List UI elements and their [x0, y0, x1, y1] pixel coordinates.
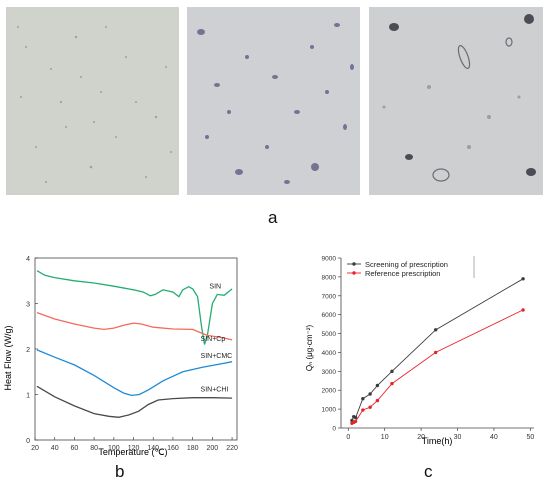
micrograph-sin-cmc	[187, 7, 360, 195]
dsc-x-tick-label: 20	[31, 445, 39, 452]
dsc-series-line-2	[36, 349, 233, 397]
dsc-y-tick-label: 1	[26, 393, 30, 400]
micrograph-sin-chi	[369, 7, 543, 195]
dsc-y-tick-label: 2	[26, 347, 30, 354]
release-series-0-point	[390, 369, 394, 374]
release-x-tick-label: 40	[490, 434, 498, 441]
panel-label-b: b	[115, 462, 125, 481]
dsc-x-axis-label: Temperature (℃)	[98, 447, 167, 457]
release-chart: 0 10 20 30 40 50 0 1000 2000 3000 4000 5000 6000 7000…	[305, 256, 535, 447]
release-y-tick-label: 8000	[322, 274, 337, 281]
dsc-series-annotation-0: SIN	[209, 283, 221, 290]
dsc-y-tick-label: 0	[26, 438, 30, 445]
release-series-group	[350, 277, 525, 425]
dsc-series-line-3	[36, 385, 233, 418]
release-x-tick-label: 20	[417, 434, 425, 441]
release-y-tick-label: 2000	[322, 388, 337, 395]
micrograph-sin-particles	[17, 26, 172, 183]
dsc-series-annotation-2: SIN+CMC	[201, 353, 233, 360]
release-x-tick-label: 0	[346, 434, 350, 441]
release-legend-marker-1	[352, 271, 356, 275]
release-series-1-point	[521, 308, 525, 312]
release-y-tick-label: 0	[332, 426, 336, 433]
release-x-tick-label: 10	[381, 434, 389, 441]
release-legend-marker-0	[352, 262, 356, 266]
release-y-tick-label: 1000	[322, 407, 337, 414]
dsc-x-tick-label: 220	[226, 445, 238, 452]
dsc-x-tick-label: 100	[108, 445, 120, 452]
release-legend-label-0: Screening of prescription	[365, 260, 448, 269]
release-x-tick-label: 50	[526, 434, 534, 441]
release-series-1-point	[375, 398, 380, 403]
dsc-x-tick-label: 140	[147, 445, 159, 452]
release-series-1-point	[353, 419, 358, 424]
dsc-x-tick-label: 80	[90, 445, 98, 452]
release-y-tick-label: 9000	[322, 256, 337, 263]
dsc-series-group: SIN SIN+Cp SIN+CMC SIN+CHI	[36, 270, 233, 418]
panel-label-a: a	[268, 208, 278, 227]
release-series-0-point	[368, 392, 372, 396]
dsc-x-tick-label: 200	[207, 445, 219, 452]
dsc-x-tick-label: 60	[71, 445, 79, 452]
dsc-y-axis-label: Heat Flow (W/g)	[3, 325, 13, 390]
release-y-axis-label: Qₙ (μg·cm⁻²)	[305, 325, 314, 372]
dsc-series-annotation-3: SIN+CHI	[201, 386, 229, 393]
panel-label-c: c	[424, 462, 433, 481]
dsc-series-annotation-1: SIN+Cp	[201, 336, 226, 343]
release-series-1-point	[361, 408, 365, 412]
release-series-line-1	[351, 309, 524, 424]
release-series-1-point	[433, 350, 438, 355]
dsc-y-tick-label: 3	[26, 302, 30, 309]
release-series-0-point	[353, 415, 358, 420]
release-axes: 0 10 20 30 40 50 0 1000 2000 3000 4000 5000 6000 7000…	[322, 256, 535, 442]
dsc-x-tick-label: 40	[51, 445, 59, 452]
dsc-x-tick-label: 120	[128, 445, 140, 452]
release-series-0-point	[361, 397, 365, 401]
release-y-tick-label: 6000	[322, 312, 337, 319]
dsc-x-tick-label: 160	[167, 445, 179, 452]
release-series-0-point	[433, 328, 438, 332]
dsc-series-line-1	[36, 311, 233, 341]
release-series-1-point	[368, 405, 372, 409]
dsc-series-line-0	[36, 270, 233, 345]
release-y-tick-label: 3000	[322, 369, 337, 376]
release-y-tick-label: 7000	[322, 293, 337, 300]
release-x-tick-label: 30	[454, 434, 462, 441]
dsc-y-tick-label: 4	[26, 256, 30, 263]
micrograph-sin-cmc-particles	[197, 23, 354, 184]
release-x-axis-label: Time(h)	[422, 436, 453, 446]
micrograph-sin	[6, 7, 179, 195]
dsc-axes: 20 40 60 80 100 120 140 160 180 200 220 0 1 2 3 4	[26, 256, 238, 452]
release-y-tick-label: 5000	[322, 331, 337, 338]
release-series-0-point	[375, 383, 380, 388]
release-series-1-point	[390, 381, 394, 386]
release-legend-label-1: Reference prescription	[365, 269, 440, 278]
micrograph-sin-chi-particles	[382, 14, 536, 182]
release-series-0-point	[521, 277, 525, 281]
dsc-x-tick-label: 180	[187, 445, 199, 452]
release-y-tick-label: 4000	[322, 350, 337, 357]
